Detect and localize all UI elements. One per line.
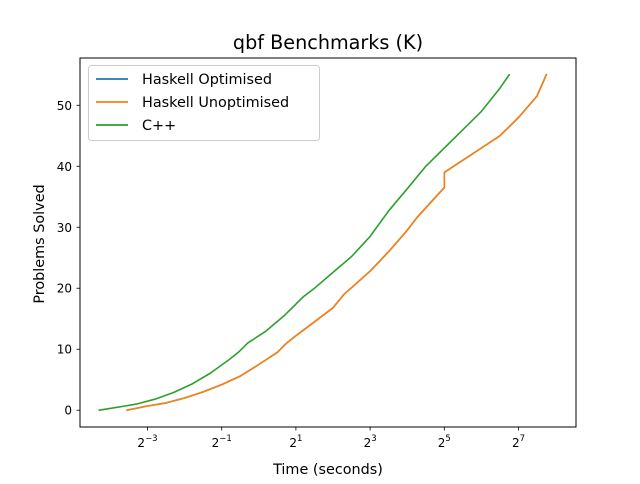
chart-title: qbf Benchmarks (K): [233, 31, 423, 54]
y-tick-label: 20: [57, 282, 72, 296]
series-line-2: [98, 73, 511, 412]
y-tick-label: 50: [57, 99, 72, 113]
legend-label: Haskell Optimised: [142, 72, 272, 88]
legend: Haskell Optimised Haskell Unoptimised C++: [88, 65, 320, 141]
x-tick-label: 21: [289, 434, 302, 450]
x-axis-label: Time (seconds): [272, 462, 383, 478]
y-tick-label: 0: [64, 404, 72, 418]
y-axis-label: Problems Solved: [32, 184, 48, 303]
plot-frame: [79, 57, 577, 428]
legend-label: C++: [142, 118, 176, 134]
x-tick-label: 2−1: [212, 434, 232, 450]
x-tick-label: 27: [512, 434, 525, 450]
y-tick-label: 10: [57, 343, 72, 357]
y-tick-label: 40: [57, 160, 72, 174]
y-tick-label: 30: [57, 221, 72, 235]
legend-label: Haskell Unoptimised: [142, 95, 289, 111]
axis-ticks: 2−3 2−1 21 23 25 27 0 10 20 30 40 50: [57, 99, 525, 450]
x-tick-label: 2−3: [137, 434, 157, 450]
series-line-1: [126, 73, 548, 412]
series-lines: [98, 73, 548, 412]
legend-box: [88, 65, 320, 141]
x-tick-label: 25: [438, 434, 451, 450]
x-tick-label: 23: [364, 434, 377, 450]
